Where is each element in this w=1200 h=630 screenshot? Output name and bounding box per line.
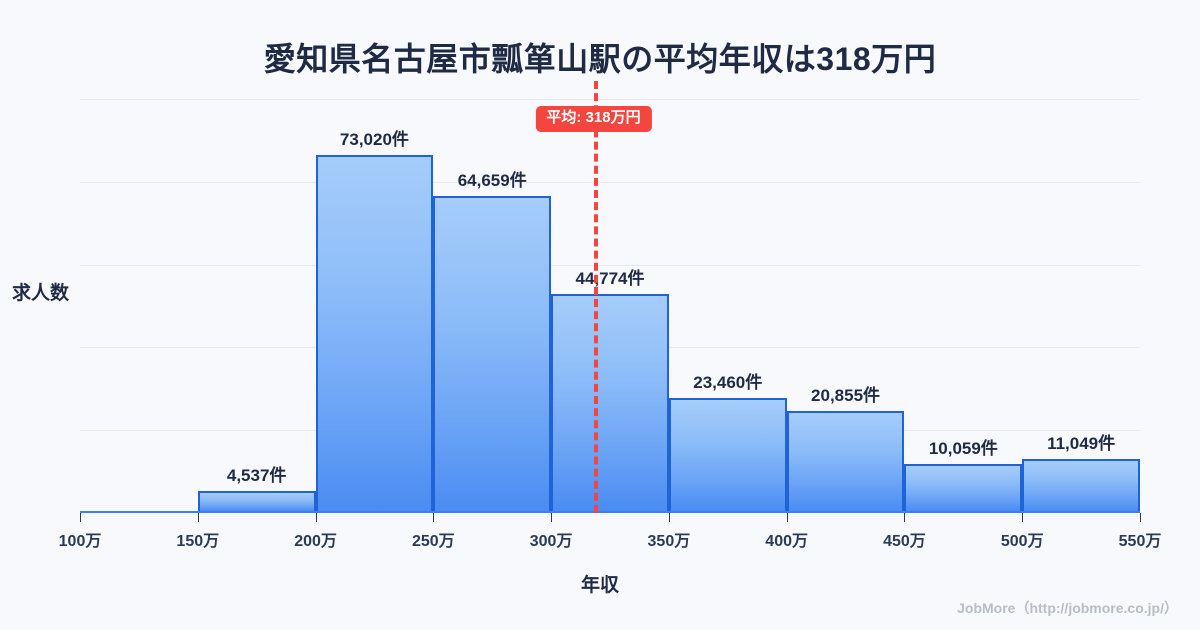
bar-value-label: 4,537件 — [226, 465, 287, 485]
y-axis-title: 求人数 — [12, 283, 70, 304]
x-axis-title: 年収 — [580, 575, 619, 596]
x-axis-line — [80, 511, 1140, 513]
bar-value-label: 73,020件 — [339, 130, 409, 150]
bar-value-label: 11,049件 — [1047, 433, 1116, 453]
bar[interactable]: 4,537件 — [197, 466, 316, 513]
bar[interactable]: 73,020件 — [315, 130, 434, 513]
gridline — [80, 99, 1140, 100]
bar[interactable]: 44,774件 — [551, 269, 669, 513]
x-axis-tick-label: 250万 — [411, 533, 455, 550]
x-axis-tick-label: 500万 — [1000, 533, 1044, 550]
bar[interactable]: 20,855件 — [786, 386, 905, 513]
x-axis-tick-label: 150万 — [176, 533, 220, 550]
bar[interactable]: 11,049件 — [1022, 434, 1140, 513]
bar[interactable]: 10,059件 — [904, 439, 1023, 513]
x-axis-tick — [80, 513, 81, 522]
bar[interactable]: 64,659件 — [433, 171, 552, 513]
x-axis-tick-label: 350万 — [647, 533, 691, 550]
x-axis-tick — [197, 513, 199, 522]
x-axis-tick — [551, 513, 553, 522]
bar-value-label: 44,774件 — [575, 268, 645, 288]
x-axis-tick-label: 550万 — [1118, 533, 1162, 550]
x-axis-tick-label: 200万 — [294, 533, 337, 550]
bar-value-label: 64,659件 — [457, 171, 527, 191]
gridline — [80, 181, 1140, 183]
average-badge: 平均: 318万円 — [535, 106, 652, 132]
plot-area: 4,537件 73,020件 64,659件 44,774件 23,460件 20,855… — [59, 81, 1161, 550]
x-axis-tick-label: 450万 — [883, 533, 926, 550]
x-axis-tick-label: 300万 — [529, 533, 573, 550]
bar-value-label: 10,059件 — [928, 438, 998, 458]
x-axis-tick-label: 400万 — [765, 533, 809, 550]
bar-value-label: 20,855件 — [811, 385, 881, 405]
watermark: JobMore（http://jobmore.co.jp/） — [957, 600, 1178, 616]
gridline — [80, 264, 1140, 266]
bar-value-label: 23,460件 — [693, 373, 763, 393]
average-line — [593, 81, 598, 513]
x-axis-tick — [433, 513, 435, 522]
x-axis-tick — [315, 513, 317, 522]
x-axis-tick — [1140, 513, 1141, 522]
x-axis-tick-label: 100万 — [58, 533, 102, 550]
x-axis-tick — [904, 513, 906, 522]
x-axis-tick — [786, 513, 788, 522]
chart-title: 愛知県名古屋市瓢箪山駅の平均年収は318万円 — [263, 41, 937, 77]
x-axis-tick — [1022, 513, 1024, 522]
x-axis-tick — [668, 513, 670, 522]
bar[interactable]: 23,460件 — [668, 373, 787, 513]
